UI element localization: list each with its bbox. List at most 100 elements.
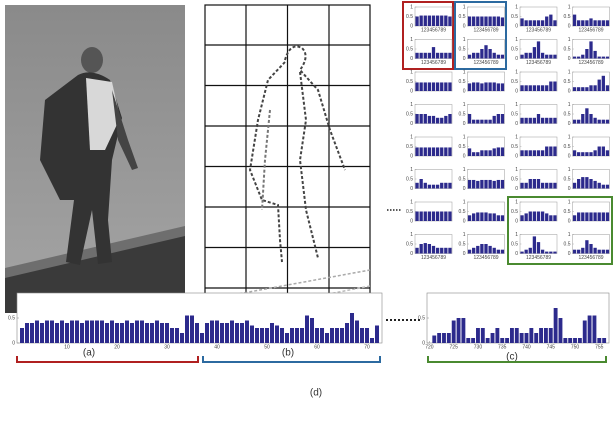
- y-tick-label: 1: [515, 102, 518, 108]
- bar: [592, 316, 596, 344]
- bar: [480, 244, 483, 254]
- bar: [577, 152, 580, 156]
- bar: [493, 248, 496, 254]
- bar: [488, 180, 491, 189]
- bar: [549, 215, 552, 221]
- bar: [437, 333, 441, 343]
- bar: [525, 118, 528, 124]
- bar: [606, 150, 609, 156]
- bar: [497, 180, 500, 189]
- bar: [476, 82, 479, 91]
- y-tick-label: 0.5: [406, 14, 413, 20]
- bar: [145, 323, 149, 343]
- y-tick-label: 1: [410, 134, 413, 140]
- x-tick-label: 735: [498, 344, 507, 350]
- bar: [468, 114, 471, 124]
- bar: [602, 57, 605, 59]
- y-tick-label: 1: [410, 102, 413, 108]
- x-tick-label: 123456789: [526, 27, 551, 33]
- bar: [573, 15, 576, 26]
- bar: [488, 213, 491, 221]
- bar: [553, 252, 556, 254]
- bar: [501, 17, 504, 26]
- bar: [484, 212, 487, 221]
- bar: [472, 120, 475, 124]
- bar: [260, 328, 264, 343]
- bar: [573, 338, 577, 343]
- y-tick-label: 0.5: [564, 241, 571, 247]
- bar: [488, 246, 491, 254]
- bar: [210, 321, 214, 344]
- bar: [501, 83, 504, 91]
- bar: [593, 181, 596, 189]
- bar: [448, 17, 451, 27]
- bar: [593, 20, 596, 26]
- bar: [444, 16, 447, 26]
- bar: [461, 318, 465, 343]
- bar: [553, 183, 556, 189]
- y-tick-label: 0: [410, 218, 413, 224]
- bar: [432, 147, 435, 156]
- bar: [440, 16, 443, 26]
- bar: [432, 82, 435, 91]
- bar: [553, 82, 556, 92]
- y-tick-label: 0: [515, 251, 518, 257]
- bar: [602, 212, 605, 221]
- bar: [300, 328, 304, 343]
- bar: [420, 82, 423, 91]
- bar: [534, 333, 538, 343]
- bar: [525, 213, 528, 221]
- bar: [520, 215, 523, 221]
- y-tick-label: 1: [410, 232, 413, 238]
- bar: [606, 85, 609, 91]
- bar: [501, 215, 504, 221]
- y-tick-label: 0.5: [564, 176, 571, 182]
- bar: [480, 49, 483, 59]
- y-tick-label: 0: [515, 88, 518, 94]
- bar: [533, 118, 536, 124]
- bar: [577, 179, 580, 189]
- bar: [432, 336, 436, 344]
- bar: [525, 85, 528, 91]
- bar: [581, 177, 584, 188]
- bar: [520, 85, 523, 91]
- bar: [520, 150, 523, 156]
- bar: [493, 148, 496, 156]
- bar: [330, 328, 334, 343]
- y-tick-label: 0: [568, 88, 571, 94]
- bar: [598, 80, 601, 91]
- bar: [428, 185, 431, 189]
- bar: [80, 323, 84, 343]
- bar: [476, 328, 480, 343]
- bar: [525, 183, 528, 189]
- bar: [476, 120, 479, 124]
- x-tick-label: 40: [214, 344, 220, 350]
- bar: [255, 328, 259, 343]
- y-tick-label: 0: [515, 186, 518, 192]
- bar: [225, 323, 229, 343]
- bar: [415, 53, 418, 59]
- bar: [476, 212, 479, 221]
- bar: [60, 321, 64, 344]
- bar: [581, 114, 584, 124]
- bar: [424, 243, 427, 253]
- bar: [497, 83, 500, 91]
- panel-label: (d): [310, 388, 322, 399]
- bar: [598, 57, 601, 59]
- bar: [345, 323, 349, 343]
- y-tick-label: 0.5: [418, 315, 425, 321]
- bar: [593, 118, 596, 124]
- bar: [589, 212, 592, 221]
- bar: [484, 180, 487, 189]
- bar: [520, 252, 523, 254]
- x-tick-label: 745: [547, 344, 556, 350]
- y-tick-label: 0: [410, 121, 413, 127]
- bar: [480, 83, 483, 91]
- y-tick-label: 1: [463, 232, 466, 238]
- bar: [493, 116, 496, 124]
- bar: [360, 328, 364, 343]
- bar: [549, 147, 552, 157]
- bar: [424, 147, 427, 156]
- y-tick-label: 0: [463, 88, 466, 94]
- bar: [598, 147, 601, 157]
